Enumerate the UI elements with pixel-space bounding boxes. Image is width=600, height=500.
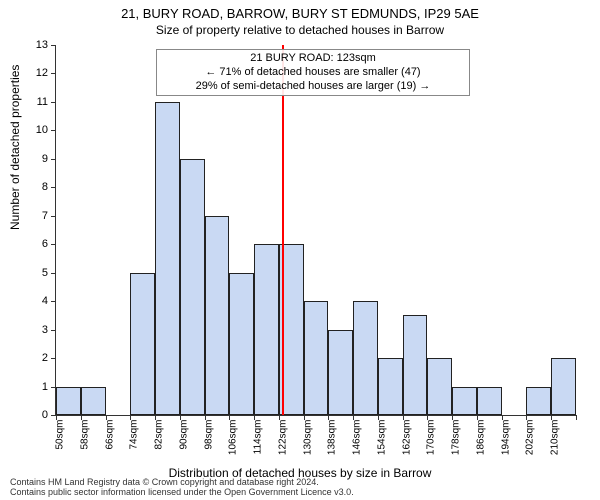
- y-tick-label: 9: [26, 153, 48, 165]
- y-tick: [51, 130, 56, 131]
- y-tick: [51, 358, 56, 359]
- footer: Contains HM Land Registry data © Crown c…: [10, 478, 354, 498]
- x-tick-label: 114sqm: [253, 420, 264, 455]
- histogram-bar: [180, 159, 205, 415]
- y-tick-label: 8: [26, 181, 48, 193]
- x-tick-label: 186sqm: [475, 420, 486, 456]
- histogram-bar: [378, 358, 403, 415]
- y-tick-label: 6: [26, 238, 48, 250]
- y-axis-label: Number of detached properties: [8, 65, 22, 230]
- y-tick-label: 13: [26, 39, 48, 51]
- histogram-bar: [551, 358, 576, 415]
- histogram-bar: [155, 102, 180, 415]
- histogram-bar: [229, 273, 254, 415]
- x-tick-label: 90sqm: [178, 420, 189, 450]
- annotation-box: 21 BURY ROAD: 123sqm ← 71% of detached h…: [156, 49, 470, 96]
- histogram-bar: [353, 301, 378, 415]
- y-tick: [51, 187, 56, 188]
- x-tick-label: 106sqm: [228, 420, 239, 456]
- chart-title-1: 21, BURY ROAD, BARROW, BURY ST EDMUNDS, …: [0, 6, 600, 21]
- y-tick-label: 0: [26, 409, 48, 421]
- x-tick-label: 202sqm: [525, 420, 536, 456]
- x-tick-label: 66sqm: [104, 420, 115, 450]
- x-tick-label: 50sqm: [55, 420, 66, 450]
- x-tick-label: 146sqm: [352, 420, 363, 456]
- x-tick-label: 162sqm: [401, 420, 412, 456]
- histogram-bar: [56, 387, 81, 415]
- x-tick-label: 58sqm: [79, 420, 90, 450]
- y-tick: [51, 159, 56, 160]
- histogram-bar: [328, 330, 353, 415]
- annotation-line3: 29% of semi-detached houses are larger (…: [163, 80, 463, 94]
- plot-area: 01234567891011121350sqm58sqm66sqm74sqm82…: [55, 45, 576, 416]
- x-tick-label: 130sqm: [302, 420, 313, 456]
- x-tick-label: 82sqm: [154, 420, 165, 450]
- y-tick-label: 4: [26, 295, 48, 307]
- chart-title-2: Size of property relative to detached ho…: [0, 23, 600, 37]
- y-tick: [51, 301, 56, 302]
- x-tick-label: 154sqm: [376, 420, 387, 456]
- y-tick: [51, 102, 56, 103]
- histogram-bar: [205, 216, 230, 415]
- y-tick-label: 3: [26, 324, 48, 336]
- histogram-bar: [304, 301, 329, 415]
- histogram-bar: [403, 315, 428, 415]
- x-tick-label: 74sqm: [129, 420, 140, 450]
- histogram-bar: [427, 358, 452, 415]
- x-tick-label: 138sqm: [327, 420, 338, 456]
- x-tick-label: 98sqm: [203, 420, 214, 450]
- annotation-line1: 21 BURY ROAD: 123sqm: [163, 52, 463, 66]
- annotation-line2: ← 71% of detached houses are smaller (47…: [163, 66, 463, 80]
- y-tick-label: 11: [26, 96, 48, 108]
- y-tick: [51, 330, 56, 331]
- histogram-bar: [130, 273, 155, 415]
- y-tick-label: 7: [26, 210, 48, 222]
- footer-line2: Contains public sector information licen…: [10, 488, 354, 498]
- y-tick: [51, 73, 56, 74]
- x-tick-label: 194sqm: [500, 420, 511, 456]
- y-tick-label: 2: [26, 352, 48, 364]
- histogram-bar: [526, 387, 551, 415]
- x-tick-label: 178sqm: [451, 420, 462, 456]
- chart-container: 21, BURY ROAD, BARROW, BURY ST EDMUNDS, …: [0, 0, 600, 500]
- histogram-bar: [452, 387, 477, 415]
- x-tick-label: 210sqm: [550, 420, 561, 456]
- x-tick-label: 122sqm: [277, 420, 288, 456]
- y-tick: [51, 216, 56, 217]
- x-tick-label: 170sqm: [426, 420, 437, 456]
- histogram-bar: [477, 387, 502, 415]
- y-tick-label: 1: [26, 381, 48, 393]
- y-tick-label: 5: [26, 267, 48, 279]
- y-tick: [51, 273, 56, 274]
- x-tick: [576, 415, 577, 420]
- histogram-bar: [81, 387, 106, 415]
- y-tick-label: 10: [26, 124, 48, 136]
- histogram-bar: [254, 244, 279, 415]
- reference-line: [282, 45, 284, 415]
- y-tick-label: 12: [26, 67, 48, 79]
- y-tick: [51, 244, 56, 245]
- y-tick: [51, 45, 56, 46]
